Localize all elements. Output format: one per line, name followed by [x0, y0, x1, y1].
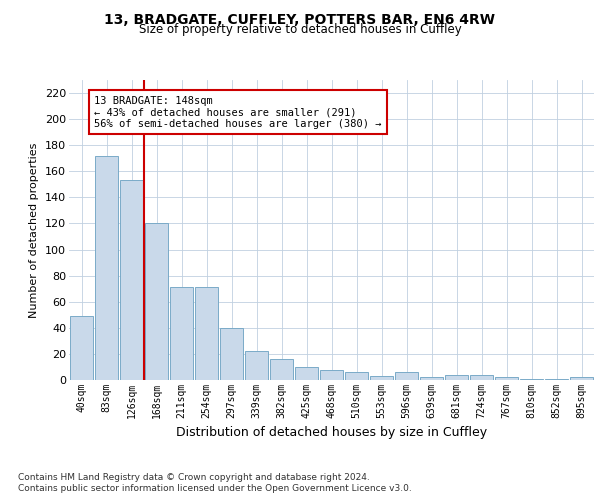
- Text: Contains public sector information licensed under the Open Government Licence v3: Contains public sector information licen…: [18, 484, 412, 493]
- Bar: [245, 352, 268, 380]
- Text: Size of property relative to detached houses in Cuffley: Size of property relative to detached ho…: [139, 22, 461, 36]
- Bar: [295, 367, 319, 380]
- Bar: [194, 288, 218, 380]
- Bar: [445, 375, 469, 380]
- Bar: [119, 180, 143, 380]
- Text: 13, BRADGATE, CUFFLEY, POTTERS BAR, EN6 4RW: 13, BRADGATE, CUFFLEY, POTTERS BAR, EN6 …: [104, 12, 496, 26]
- Bar: [494, 378, 518, 380]
- Bar: [470, 375, 493, 380]
- Text: 13 BRADGATE: 148sqm
← 43% of detached houses are smaller (291)
56% of semi-detac: 13 BRADGATE: 148sqm ← 43% of detached ho…: [94, 96, 382, 129]
- Bar: [395, 372, 418, 380]
- Bar: [569, 378, 593, 380]
- Bar: [419, 378, 443, 380]
- Bar: [145, 224, 169, 380]
- Bar: [269, 359, 293, 380]
- Bar: [320, 370, 343, 380]
- Bar: [344, 372, 368, 380]
- Bar: [520, 378, 544, 380]
- Bar: [545, 378, 568, 380]
- Bar: [70, 316, 94, 380]
- Bar: [220, 328, 244, 380]
- Bar: [95, 156, 118, 380]
- Y-axis label: Number of detached properties: Number of detached properties: [29, 142, 40, 318]
- X-axis label: Distribution of detached houses by size in Cuffley: Distribution of detached houses by size …: [176, 426, 487, 440]
- Bar: [170, 288, 193, 380]
- Bar: [370, 376, 394, 380]
- Text: Contains HM Land Registry data © Crown copyright and database right 2024.: Contains HM Land Registry data © Crown c…: [18, 472, 370, 482]
